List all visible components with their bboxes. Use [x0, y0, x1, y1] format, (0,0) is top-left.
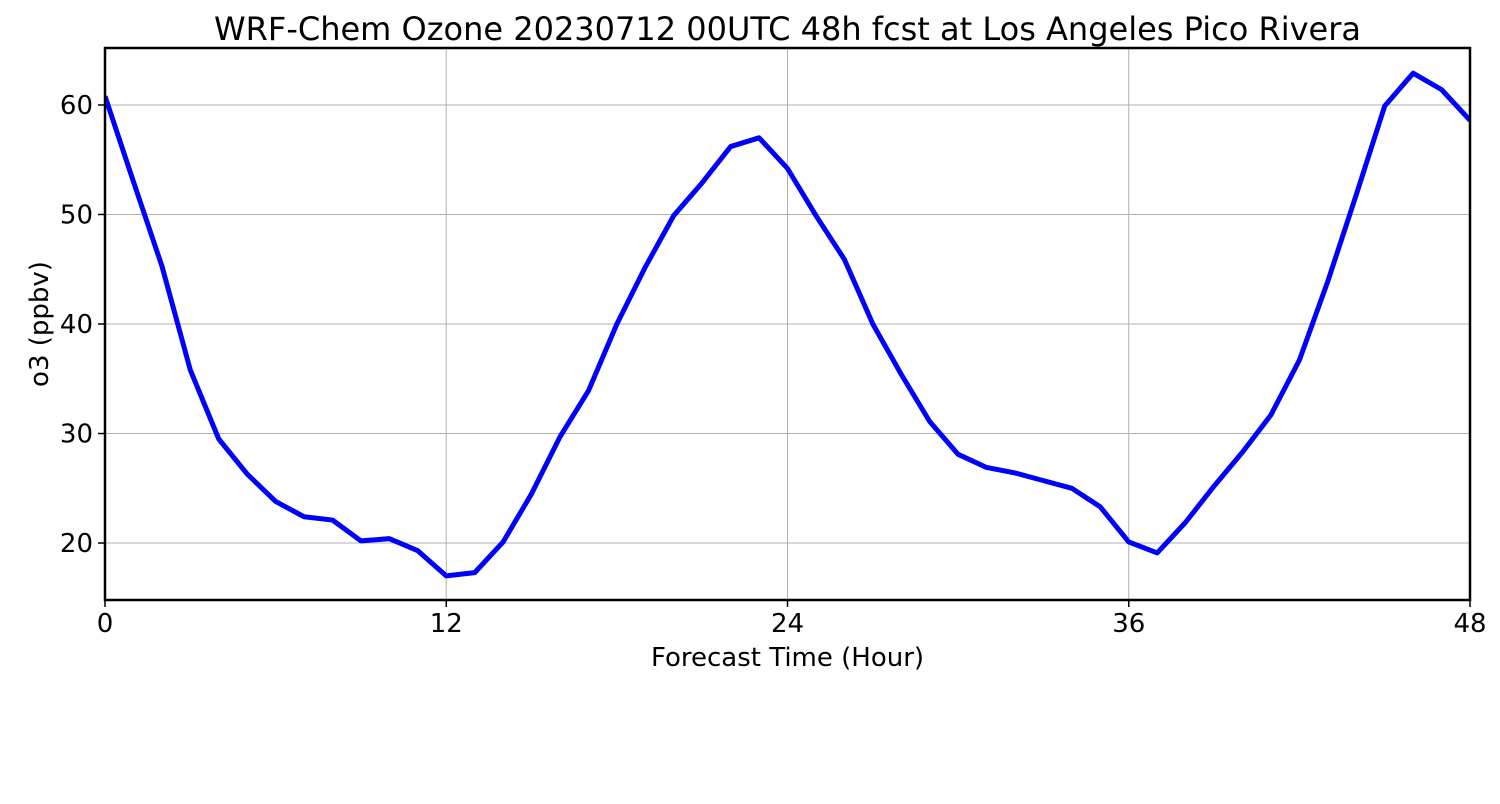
axis-ticks: 0 12 24 36 48 20 30 40 50 60	[60, 91, 1487, 639]
y-tick-label: 40	[60, 310, 93, 340]
x-axis-label: Forecast Time (Hour)	[651, 643, 924, 673]
x-tick-label: 36	[1112, 609, 1145, 639]
x-tick-label: 48	[1453, 609, 1486, 639]
x-tick-label: 24	[771, 609, 804, 639]
y-tick-label: 20	[60, 529, 93, 559]
x-tick-label: 0	[97, 609, 114, 639]
chart-title: WRF-Chem Ozone 20230712 00UTC 48h fcst a…	[214, 10, 1361, 48]
y-tick-label: 30	[60, 420, 93, 450]
y-axis-label: o3 (ppbv)	[25, 261, 55, 387]
x-tick-label: 12	[430, 609, 463, 639]
y-tick-label: 50	[60, 200, 93, 230]
y-tick-label: 60	[60, 91, 93, 121]
